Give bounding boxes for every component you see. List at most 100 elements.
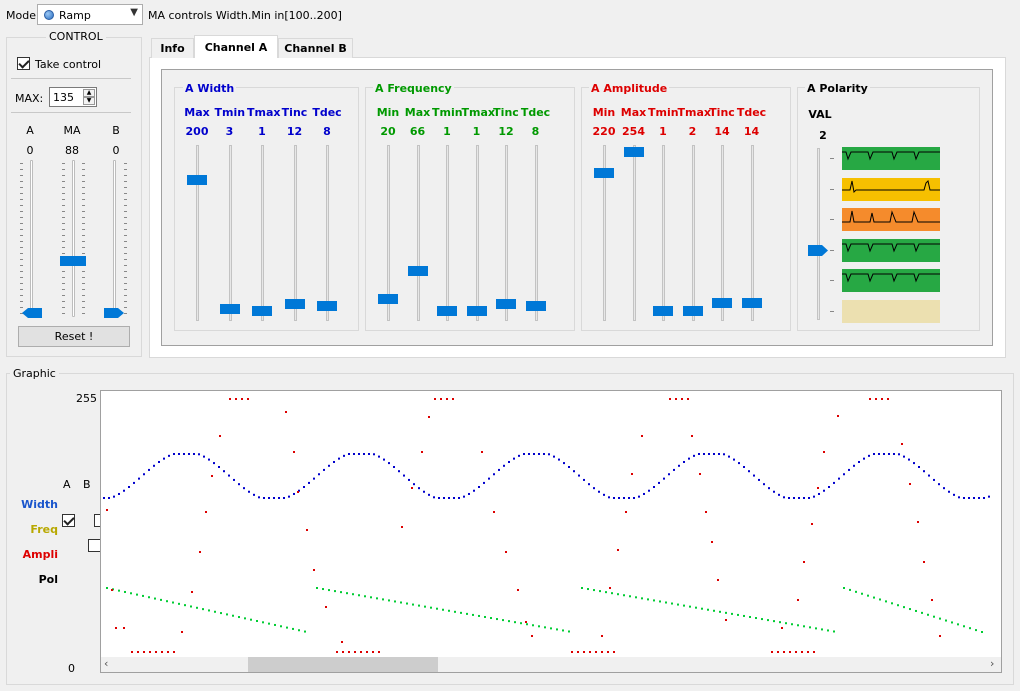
width-slider-track-tinc[interactable] [293, 145, 297, 321]
freq-trace-point [406, 602, 408, 605]
width-trace-point [968, 497, 970, 499]
width-slider-handle-tdec[interactable] [317, 301, 337, 312]
freq-trace-point [981, 631, 983, 633]
width-slider-handle-tinc[interactable] [284, 299, 305, 310]
amplitude-slider-value-min: 220 [592, 125, 616, 138]
freq-trace-point [713, 609, 715, 612]
amplitude-slider-track-tdec[interactable] [750, 145, 754, 321]
amplitude-slider-handle-tmin[interactable] [653, 306, 673, 317]
tab-channel-b[interactable]: Channel B [278, 38, 353, 58]
frequency-slider-track-tmax[interactable] [475, 145, 479, 321]
amplitude-slider-track-max[interactable] [632, 145, 636, 321]
ampli-trace-point [401, 526, 403, 528]
freq-trace-point [142, 594, 144, 597]
frequency-slider-track-max[interactable] [416, 145, 420, 321]
spin-up-icon[interactable]: ▲ [83, 89, 95, 97]
reset-button[interactable]: Reset ! [18, 326, 130, 347]
amplitude-slider-handle-tinc[interactable] [712, 297, 732, 308]
frequency-slider-handle-tmin[interactable] [437, 306, 457, 317]
freq-trace-point [256, 620, 258, 622]
width-trace-point [258, 496, 260, 499]
freq-trace-point [238, 616, 240, 619]
width-trace-point [268, 497, 270, 499]
ampli-trace-point [777, 651, 779, 653]
width-trace-point [183, 453, 185, 455]
frequency-slider-handle-tinc[interactable] [496, 299, 516, 310]
col-head-b: B [112, 124, 120, 137]
scroll-left-icon[interactable]: ‹ [104, 657, 109, 670]
freq-trace-point [635, 596, 637, 599]
amplitude-slider-track-tmin[interactable] [662, 145, 665, 321]
amplitude-slider-track-min[interactable] [603, 145, 606, 321]
width-trace-point [808, 497, 810, 499]
legend-width-a-checkbox[interactable] [62, 514, 75, 527]
frequency-slider-track-min[interactable] [387, 145, 390, 321]
polarity-waveform [842, 273, 940, 283]
freq-trace-point [867, 594, 869, 597]
freq-trace-point [388, 599, 390, 602]
slider-ma-track[interactable] [72, 160, 75, 317]
frequency-slider-handle-min[interactable] [378, 294, 398, 305]
width-trace-point [553, 455, 555, 458]
width-slider-track-tmin[interactable] [228, 145, 232, 321]
amplitude-slider-handle-max[interactable] [623, 146, 644, 157]
polarity-slider-handle[interactable] [808, 245, 828, 256]
frequency-slider-name-tdec: Tdec [520, 106, 551, 119]
width-slider-value-max: 200 [185, 125, 209, 138]
freq-trace-point [490, 617, 492, 620]
slider-b-track[interactable] [113, 160, 116, 317]
frequency-slider-handle-tmax[interactable] [466, 306, 487, 317]
slider-b-handle[interactable] [104, 308, 124, 318]
frequency-slider-handle-max[interactable] [407, 266, 428, 277]
tab-channel-a[interactable]: Channel A [194, 35, 278, 58]
frequency-slider-handle-tdec[interactable] [525, 301, 546, 312]
slider-a-track[interactable] [30, 160, 33, 317]
width-trace-point [888, 453, 890, 455]
width-slider-handle-tmax[interactable] [252, 306, 272, 317]
polarity-slider-track[interactable] [817, 148, 820, 320]
take-control-checkbox[interactable] [17, 57, 30, 70]
freq-trace-point [695, 606, 697, 609]
ampli-trace-point [517, 589, 519, 591]
horizontal-scrollbar[interactable] [101, 657, 1001, 672]
width-trace-point [493, 473, 495, 476]
amplitude-slider-track-tinc[interactable] [721, 145, 724, 321]
width-trace-point [143, 473, 145, 476]
frequency-slider-value-tinc: 12 [498, 125, 514, 138]
width-slider-track-tmax[interactable] [261, 145, 264, 321]
graphic-group [6, 373, 1014, 685]
mode-select[interactable]: Ramp ▼ [37, 4, 143, 25]
slider-ma-handle[interactable] [60, 256, 86, 266]
scrollbar-thumb[interactable] [248, 657, 438, 672]
slider-a-handle[interactable] [22, 308, 42, 318]
amplitude-slider-track-tmax[interactable] [691, 145, 695, 321]
amplitude-slider-handle-tmax[interactable] [682, 306, 703, 317]
take-control-label: Take control [35, 58, 102, 71]
scroll-right-icon[interactable]: › [990, 657, 995, 670]
width-trace-point [473, 489, 475, 492]
freq-trace-point [412, 603, 414, 606]
width-slider-handle-max[interactable] [187, 174, 207, 185]
amplitude-slider-handle-min[interactable] [594, 168, 614, 179]
max-spinbox[interactable]: 135 ▲ ▼ [49, 87, 97, 107]
width-trace-point [533, 453, 535, 455]
tick-marks [124, 163, 127, 315]
width-trace-point [518, 454, 520, 457]
width-trace-point [168, 454, 170, 457]
frequency-slider-track-tinc[interactable] [505, 145, 508, 321]
amplitude-slider-handle-tdec[interactable] [741, 297, 762, 308]
width-slider-track-tdec[interactable] [326, 145, 329, 321]
a-frequency-title: A Frequency [373, 82, 454, 95]
frequency-slider-track-tmin[interactable] [446, 145, 449, 321]
width-trace-point [308, 481, 310, 484]
spin-down-icon[interactable]: ▼ [83, 97, 95, 105]
width-slider-value-tdec: 8 [323, 125, 331, 138]
frequency-slider-track-tdec[interactable] [534, 145, 538, 321]
width-slider-track-max[interactable] [196, 145, 199, 321]
width-trace-point [343, 454, 345, 457]
a-amplitude-group [581, 87, 791, 331]
tab-info[interactable]: Info [151, 38, 194, 58]
width-trace-point [633, 497, 635, 499]
width-slider-handle-tmin[interactable] [219, 304, 240, 315]
freq-trace-point [939, 617, 941, 620]
